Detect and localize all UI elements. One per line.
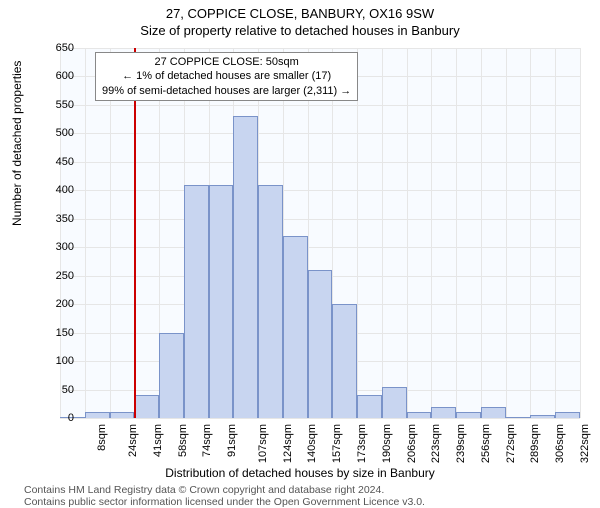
- histogram-bar: [209, 185, 234, 418]
- xtick-label: 41sqm: [152, 424, 164, 457]
- ytick-label: 400: [40, 184, 74, 196]
- histogram-bar: [233, 116, 258, 418]
- grid-line-v: [580, 48, 581, 418]
- xtick-label: 256sqm: [480, 424, 492, 463]
- chart-area: 27 COPPICE CLOSE: 50sqm← 1% of detached …: [60, 48, 580, 418]
- histogram-bar: [332, 304, 357, 418]
- histogram-bar: [357, 395, 382, 418]
- grid-line-h: [60, 105, 580, 106]
- grid-line-h: [60, 48, 580, 49]
- grid-line-h: [60, 162, 580, 163]
- xtick-label: 58sqm: [177, 424, 189, 457]
- ytick-label: 450: [40, 156, 74, 168]
- xtick-label: 74sqm: [201, 424, 213, 457]
- grid-line-h: [60, 418, 580, 419]
- annotation-line: 99% of semi-detached houses are larger (…: [102, 84, 351, 98]
- grid-line-v: [382, 48, 383, 418]
- page-title: 27, COPPICE CLOSE, BANBURY, OX16 9SW: [0, 6, 600, 21]
- grid-line-v: [85, 48, 86, 418]
- histogram-bar: [85, 412, 110, 418]
- ytick-label: 650: [40, 42, 74, 54]
- xtick-label: 173sqm: [356, 424, 368, 463]
- xtick-label: 272sqm: [505, 424, 517, 463]
- xtick-label: 91sqm: [226, 424, 238, 457]
- grid-line-v: [110, 48, 111, 418]
- grid-line-v: [456, 48, 457, 418]
- grid-line-v: [530, 48, 531, 418]
- ytick-label: 100: [40, 355, 74, 367]
- histogram-bar: [134, 395, 159, 418]
- histogram-bar: [110, 412, 135, 418]
- xtick-label: 124sqm: [282, 424, 294, 463]
- histogram-bar: [481, 407, 506, 418]
- histogram-bar: [159, 333, 184, 418]
- marker-line: [134, 48, 136, 418]
- grid-line-h: [60, 219, 580, 220]
- annotation-line: 27 COPPICE CLOSE: 50sqm: [102, 55, 351, 69]
- grid-line-v: [555, 48, 556, 418]
- ytick-label: 550: [40, 99, 74, 111]
- xtick-label: 223sqm: [430, 424, 442, 463]
- grid-line-h: [60, 190, 580, 191]
- xtick-label: 24sqm: [127, 424, 139, 457]
- chart-container: 27, COPPICE CLOSE, BANBURY, OX16 9SW Siz…: [0, 6, 600, 506]
- page-subtitle: Size of property relative to detached ho…: [0, 23, 600, 38]
- xtick-label: 289sqm: [529, 424, 541, 463]
- histogram-bar: [431, 407, 456, 418]
- grid-line-h: [60, 133, 580, 134]
- ytick-label: 250: [40, 270, 74, 282]
- ytick-label: 0: [40, 412, 74, 424]
- grid-line-h: [60, 247, 580, 248]
- xtick-label: 140sqm: [307, 424, 319, 463]
- grid-line-v: [357, 48, 358, 418]
- histogram-bar: [506, 417, 531, 418]
- annotation-line: ← 1% of detached houses are smaller (17): [102, 69, 351, 83]
- histogram-bar: [258, 185, 283, 418]
- xtick-label: 306sqm: [554, 424, 566, 463]
- histogram-bar: [382, 387, 407, 418]
- histogram-bar: [407, 412, 432, 418]
- attribution-line-2: Contains public sector information licen…: [24, 496, 425, 508]
- grid-line-v: [431, 48, 432, 418]
- xtick-label: 239sqm: [455, 424, 467, 463]
- xtick-label: 107sqm: [257, 424, 269, 463]
- xtick-label: 190sqm: [381, 424, 393, 463]
- annotation-box: 27 COPPICE CLOSE: 50sqm← 1% of detached …: [95, 52, 358, 101]
- plot-region: 27 COPPICE CLOSE: 50sqm← 1% of detached …: [60, 48, 580, 418]
- xtick-label: 157sqm: [331, 424, 343, 463]
- histogram-bar: [456, 412, 481, 418]
- histogram-bar: [308, 270, 333, 418]
- histogram-bar: [184, 185, 209, 418]
- histogram-bar: [530, 415, 555, 418]
- grid-line-v: [407, 48, 408, 418]
- ytick-label: 350: [40, 213, 74, 225]
- ytick-label: 200: [40, 298, 74, 310]
- ytick-label: 50: [40, 384, 74, 396]
- grid-line-v: [481, 48, 482, 418]
- ytick-label: 300: [40, 241, 74, 253]
- ytick-label: 600: [40, 70, 74, 82]
- xtick-label: 8sqm: [96, 424, 108, 451]
- xtick-label: 322sqm: [579, 424, 591, 463]
- ytick-label: 150: [40, 327, 74, 339]
- grid-line-v: [506, 48, 507, 418]
- histogram-bar: [283, 236, 308, 418]
- attribution-line-1: Contains HM Land Registry data © Crown c…: [24, 484, 384, 496]
- x-axis-label: Distribution of detached houses by size …: [0, 466, 600, 480]
- ytick-label: 500: [40, 127, 74, 139]
- xtick-label: 206sqm: [406, 424, 418, 463]
- histogram-bar: [555, 412, 580, 418]
- y-axis-label: Number of detached properties: [10, 61, 24, 226]
